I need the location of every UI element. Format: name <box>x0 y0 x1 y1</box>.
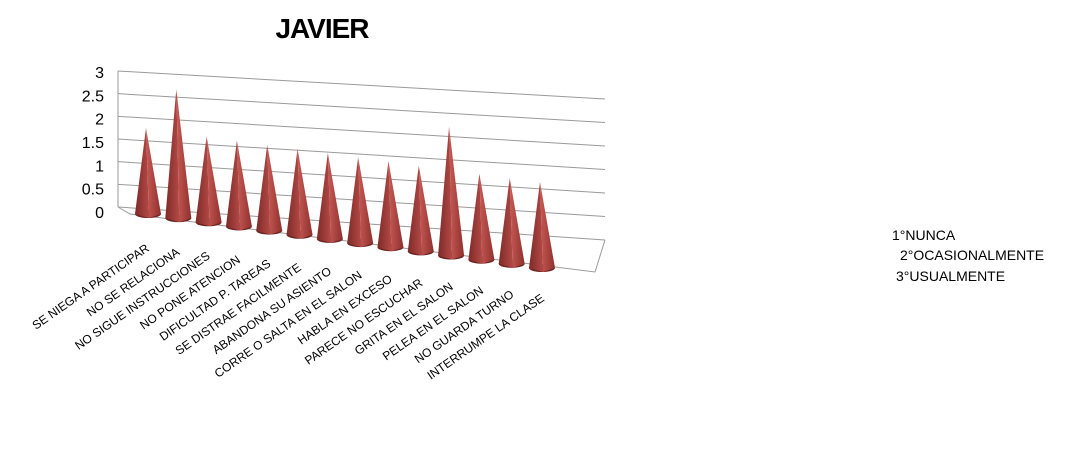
y-tick-label: 1.5 <box>82 135 104 152</box>
cone-bar <box>165 89 192 223</box>
cone-bar <box>438 126 465 260</box>
gridline <box>117 70 606 100</box>
y-tick-label: 1 <box>95 158 104 175</box>
y-tick-label: 0.5 <box>82 182 104 199</box>
scale-legend: 1°NUNCA 2°OCASIONALMENTE 3°USUALMENTE <box>892 227 1044 284</box>
cone-bar <box>377 161 404 252</box>
scale-note-usualmente: 3°USUALMENTE <box>896 268 1005 284</box>
cone-bar <box>256 144 283 235</box>
cone-bar <box>135 128 161 218</box>
cone-bar <box>316 152 343 243</box>
gridline <box>117 115 606 147</box>
cone-bar <box>498 177 525 268</box>
cone-bar <box>529 182 555 272</box>
y-tick-label: 2 <box>95 112 104 129</box>
y-axis-ticks: 0 0.5 1 1.5 2 2.5 3 <box>82 65 104 222</box>
cone-bar <box>195 136 222 227</box>
chart-title: JAVIER <box>275 13 369 44</box>
scale-note-ocasionalmente: 2°OCASIONALMENTE <box>900 247 1044 263</box>
gridline <box>117 138 606 170</box>
cone-bar <box>347 157 374 248</box>
cone-bar <box>468 173 495 264</box>
cone-bar <box>286 148 313 239</box>
y-tick-label: 3 <box>95 65 104 82</box>
cone-bar <box>407 165 434 256</box>
y-tick-label: 0 <box>95 205 104 222</box>
cone-series <box>135 89 555 272</box>
gridline <box>117 93 606 123</box>
cone-bar <box>225 140 252 231</box>
y-tick-label: 2.5 <box>82 88 104 105</box>
scale-note-nunca: 1°NUNCA <box>892 227 956 243</box>
